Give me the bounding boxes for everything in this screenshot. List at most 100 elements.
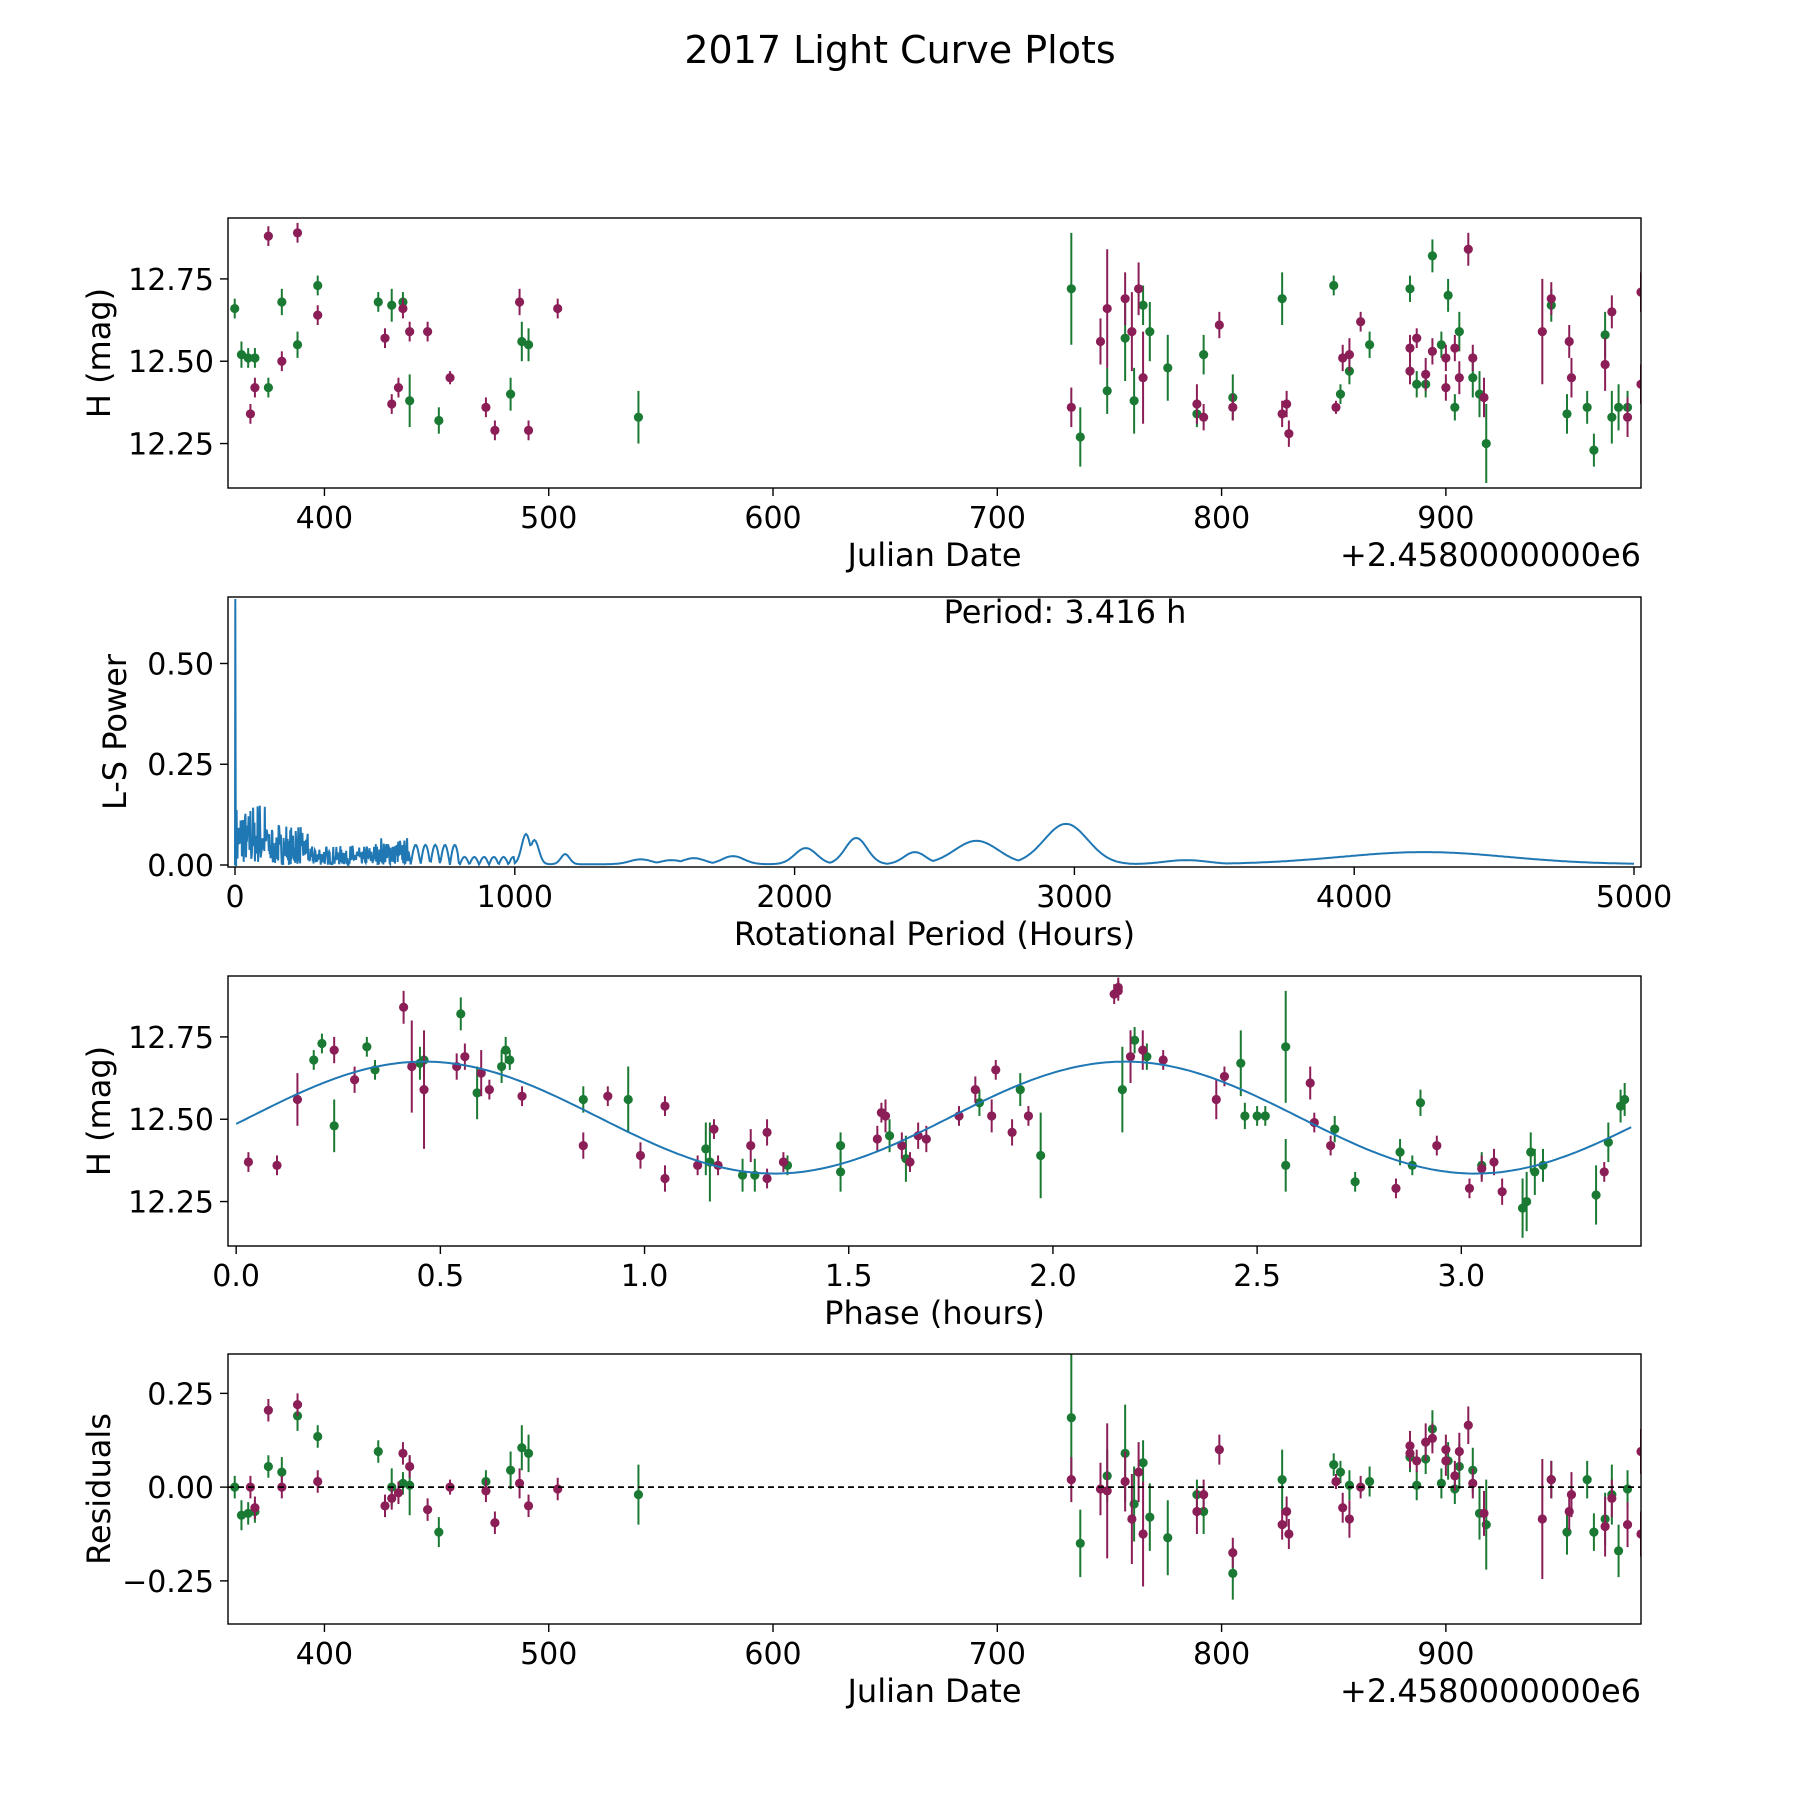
data-point-maroon — [991, 1065, 1001, 1075]
data-point-green — [1330, 1124, 1340, 1134]
data-point-green — [263, 382, 273, 393]
data-point-maroon — [245, 409, 256, 419]
data-point-maroon — [1468, 1478, 1478, 1488]
data-point-maroon — [1158, 1055, 1168, 1065]
y-tick-label: 0.25 — [147, 748, 214, 783]
data-point-maroon — [484, 1084, 494, 1095]
data-point-maroon — [481, 402, 491, 412]
y-tick-label: 12.25 — [128, 428, 214, 463]
data-point-green — [1240, 1111, 1250, 1121]
data-point-green — [1329, 1460, 1339, 1470]
data-point-green — [230, 1482, 240, 1492]
data-point-maroon — [1305, 1078, 1315, 1088]
data-point-maroon — [250, 382, 260, 393]
data-point-maroon — [1284, 429, 1294, 439]
data-point-maroon — [1113, 982, 1123, 993]
data-point-maroon — [329, 1045, 339, 1055]
data-point-green — [1120, 333, 1130, 343]
data-point-green — [1522, 1196, 1532, 1207]
data-point-maroon — [1607, 1493, 1617, 1503]
data-point-maroon — [445, 373, 455, 383]
data-point-green — [1142, 1052, 1152, 1062]
x-tick-label: 500 — [520, 501, 577, 536]
y-axis-label: Residuals — [80, 1413, 118, 1565]
data-point-green — [578, 1094, 588, 1105]
data-point-maroon — [1214, 1445, 1224, 1455]
y-tick-label: 0.00 — [147, 1471, 214, 1506]
data-point-green — [1365, 340, 1375, 350]
data-point-maroon — [398, 303, 408, 314]
residuals-axes: 400 500 600 700 800 900 −0.25 0.00 0.25 Julian Da… — [80, 1377, 1641, 1710]
data-point-maroon — [553, 1484, 563, 1494]
data-point-green — [1163, 1533, 1173, 1543]
data-point-maroon — [263, 231, 273, 241]
data-point-maroon — [1412, 1456, 1422, 1466]
data-point-maroon — [1338, 1503, 1348, 1513]
data-point-maroon — [490, 1518, 500, 1528]
data-point-maroon — [1095, 336, 1106, 347]
data-point-maroon — [1427, 1433, 1438, 1443]
data-point-green — [1454, 326, 1464, 337]
data-point-maroon — [1412, 333, 1422, 343]
data-point-maroon — [1421, 1437, 1431, 1447]
data-point-green — [1613, 402, 1624, 412]
data-point-maroon — [380, 1501, 390, 1511]
data-point-maroon — [1199, 412, 1209, 422]
data-point-green — [1252, 1111, 1262, 1121]
data-point-green — [1405, 284, 1415, 294]
data-point-maroon — [897, 1140, 907, 1151]
data-point-maroon — [1421, 369, 1431, 380]
data-point-green — [373, 1446, 383, 1457]
data-point-maroon — [1479, 1508, 1489, 1518]
data-point-maroon — [1636, 287, 1641, 297]
data-point-green — [1468, 373, 1478, 383]
x-tick-label: 700 — [969, 1637, 1026, 1672]
x-tick-label: 600 — [744, 501, 801, 536]
data-point-maroon — [517, 1091, 527, 1101]
data-point-maroon — [405, 1461, 415, 1472]
data-point-maroon — [1622, 1520, 1633, 1530]
y-axis-label: H (mag) — [80, 1046, 118, 1176]
data-point-maroon — [1066, 1475, 1076, 1485]
data-point-green — [434, 415, 444, 426]
x-tick-label: 0.0 — [212, 1259, 260, 1294]
data-point-maroon — [987, 1111, 997, 1121]
data-point-green — [1066, 284, 1076, 294]
periodogram-axes: 0 1000 2000 3000 4000 5000 0.00 0.25 0.50 Rotatio… — [96, 647, 1672, 953]
data-point-maroon — [405, 326, 415, 337]
data-point-maroon — [1489, 1157, 1499, 1167]
data-point-maroon — [1138, 1045, 1148, 1055]
data-point-green — [1436, 1478, 1446, 1488]
period-annotation: Period: 3.416 h — [944, 593, 1187, 631]
data-point-green — [517, 1443, 527, 1453]
data-point-green — [1066, 1413, 1076, 1423]
data-point-maroon — [1497, 1187, 1507, 1197]
data-point-maroon — [1192, 399, 1202, 409]
data-point-maroon — [1468, 353, 1478, 363]
data-point-green — [292, 340, 303, 350]
data-point-maroon — [523, 425, 534, 435]
data-point-maroon — [880, 1111, 891, 1121]
data-point-green — [1335, 389, 1346, 399]
data-point-green — [1199, 1506, 1209, 1517]
data-point-green — [1260, 1111, 1270, 1121]
data-point-green — [505, 1055, 515, 1065]
data-point-maroon — [746, 1140, 756, 1151]
y-axis-label: L-S Power — [96, 653, 134, 810]
data-point-green — [373, 297, 383, 307]
data-point-maroon — [578, 1140, 588, 1151]
data-point-maroon — [1441, 353, 1451, 363]
x-tick-label: 2.0 — [1029, 1259, 1077, 1294]
y-tick-label: −0.25 — [122, 1565, 214, 1600]
data-point-green — [1620, 1094, 1630, 1105]
x-tick-label: 3.0 — [1437, 1259, 1485, 1294]
data-point-green — [633, 1490, 644, 1500]
data-point-maroon — [1566, 1490, 1577, 1500]
data-point-green — [1582, 402, 1592, 412]
data-point-green — [230, 303, 240, 314]
data-point-maroon — [1477, 1164, 1487, 1174]
time-series-frame — [227, 217, 1642, 489]
data-point-maroon — [407, 1061, 417, 1072]
data-point-maroon — [553, 303, 563, 314]
